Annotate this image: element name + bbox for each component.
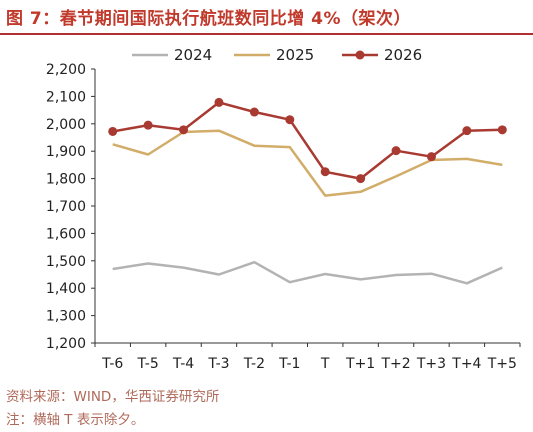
data-point bbox=[497, 125, 507, 135]
chart-axes: 1,200 1,300 1,400 1,500 1,600 1,700 1,800 1,900… bbox=[46, 62, 521, 372]
legend-label: 2026 bbox=[384, 46, 422, 64]
data-point bbox=[249, 107, 259, 117]
legend-marker bbox=[355, 50, 365, 60]
figure-title: 图 7：春节期间国际执行航班数同比增 4%（架次） bbox=[6, 9, 412, 29]
chart-series bbox=[108, 97, 507, 285]
series-line-2026 bbox=[112, 101, 503, 180]
x-tick-label: T-6 bbox=[101, 356, 123, 372]
data-point bbox=[143, 120, 153, 130]
footnote: 注：横轴 T 表示除夕。 bbox=[6, 412, 145, 428]
y-tick-label: 1,300 bbox=[46, 309, 86, 325]
data-point bbox=[214, 97, 224, 107]
x-tick-label: T+4 bbox=[451, 356, 481, 372]
y-tick-label: 1,900 bbox=[46, 144, 86, 160]
y-tick-label: 1,700 bbox=[46, 199, 86, 215]
series-line-2025 bbox=[112, 129, 503, 197]
chart-legend: 2024 2025 2026 bbox=[132, 46, 422, 64]
y-tick-label: 1,200 bbox=[46, 336, 86, 352]
x-tick-label: T bbox=[320, 356, 330, 372]
y-tick-label: 1,800 bbox=[46, 172, 86, 188]
x-tick-label: T-1 bbox=[278, 356, 300, 372]
data-point bbox=[108, 126, 118, 136]
source-note: 资料来源：WIND，华西证券研究所 bbox=[6, 389, 220, 405]
legend-label: 2024 bbox=[174, 46, 212, 64]
y-tick-label: 1,600 bbox=[46, 226, 86, 242]
data-point bbox=[356, 174, 366, 184]
x-tick-label: T+1 bbox=[345, 356, 375, 372]
x-tick-label: T-2 bbox=[243, 356, 265, 372]
y-tick-label: 1,400 bbox=[46, 281, 86, 297]
x-tick-label: T-5 bbox=[137, 356, 159, 372]
y-tick-label: 2,000 bbox=[46, 117, 86, 133]
data-point bbox=[320, 167, 330, 177]
x-tick-label: T-3 bbox=[207, 356, 229, 372]
data-point bbox=[462, 126, 472, 136]
x-tick-label: T+2 bbox=[380, 356, 410, 372]
data-point bbox=[426, 152, 436, 162]
x-tick-label: T-4 bbox=[172, 356, 194, 372]
data-point bbox=[179, 125, 189, 135]
data-point bbox=[285, 115, 295, 125]
series-line-2024 bbox=[112, 260, 503, 285]
title-divider bbox=[0, 33, 533, 35]
y-tick-label: 2,200 bbox=[46, 62, 86, 78]
data-point bbox=[391, 146, 401, 156]
y-tick-label: 2,100 bbox=[46, 89, 86, 105]
x-tick-label: T+5 bbox=[487, 356, 517, 372]
legend-label: 2025 bbox=[276, 46, 314, 64]
x-tick-label: T+3 bbox=[416, 356, 446, 372]
line-chart: 2024 2025 2026 1,2001,3001,4001,5001,6001,… bbox=[46, 46, 521, 372]
y-tick-label: 1,500 bbox=[46, 254, 86, 270]
